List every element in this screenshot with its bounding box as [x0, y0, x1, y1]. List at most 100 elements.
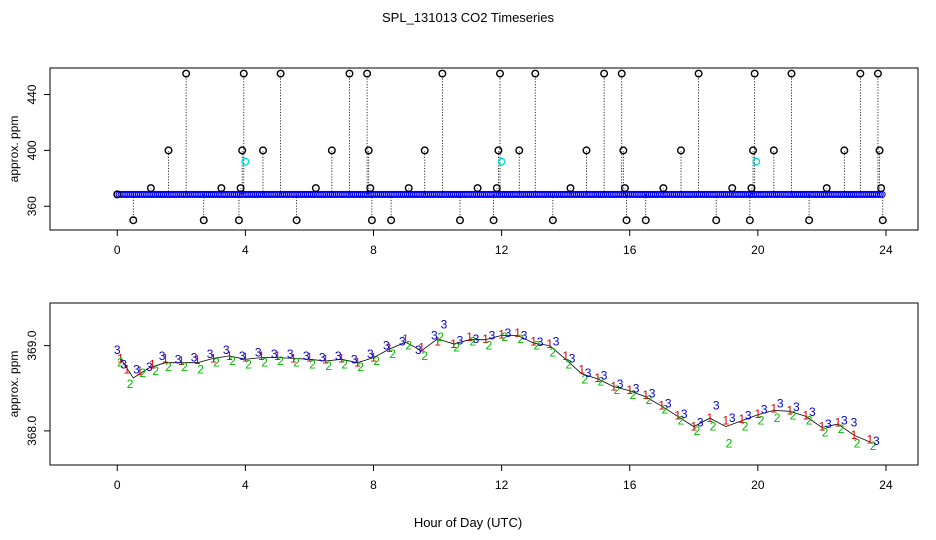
- series-3-marker: 3: [681, 407, 688, 421]
- series-2-marker: 2: [838, 422, 845, 436]
- x-tick-label: 12: [495, 243, 509, 257]
- calibration-ring: [822, 184, 831, 193]
- calibration-ring: [164, 146, 173, 155]
- series-2-marker: 2: [662, 403, 669, 417]
- x-tick-label: 4: [242, 243, 249, 257]
- y-axis-label: approx. ppm: [7, 351, 21, 418]
- series-2-marker: 2: [854, 437, 861, 451]
- calibration-ring: [582, 146, 591, 155]
- calibration-ring: [712, 216, 721, 225]
- series-1-marker: 1: [290, 351, 297, 365]
- x-tick-label: 20: [751, 478, 765, 492]
- x-tick-label: 20: [751, 243, 765, 257]
- series-3-marker: 3: [175, 352, 182, 366]
- series-3-marker: 3: [489, 328, 496, 342]
- figure-title: SPL_131013 CO2 Timeseries: [382, 10, 554, 25]
- y-tick-label: 368.0: [25, 416, 39, 446]
- series-3-marker: 3: [441, 317, 448, 331]
- series-3-marker: 3: [745, 409, 752, 423]
- series-2-marker: 2: [742, 420, 749, 434]
- calibration-ring: [620, 184, 629, 193]
- series-3-marker: 3: [521, 328, 528, 342]
- series-2-marker: 2: [469, 334, 476, 348]
- y-tick-label: 369.0: [25, 330, 39, 360]
- series-3-marker: 3: [383, 339, 390, 353]
- y-tick-label: 440: [25, 84, 39, 104]
- series-1-marker: 1: [386, 341, 393, 355]
- series-2-marker: 2: [517, 332, 524, 346]
- calibration-ring: [659, 184, 668, 193]
- calibration-ring: [617, 69, 626, 78]
- series-2-marker: 2: [309, 357, 316, 371]
- series-1-marker: 1: [626, 383, 633, 397]
- series-2-marker: 2: [341, 357, 348, 371]
- series-line: [120, 335, 871, 443]
- series-3-marker: 3: [120, 357, 127, 371]
- series-2-marker: 2: [534, 339, 541, 353]
- calibration-ring: [199, 216, 208, 225]
- series-1-marker: 1: [178, 354, 185, 368]
- calibration-ring: [489, 216, 498, 225]
- series-1-marker: 1: [787, 403, 794, 417]
- calibration-ring: [566, 184, 575, 193]
- calibration-ring: [749, 146, 758, 155]
- series-2-marker: 2: [646, 393, 653, 407]
- series-2-marker: 2: [598, 374, 605, 388]
- series-1-marker: 1: [210, 351, 217, 365]
- calibration-ring: [694, 69, 703, 78]
- series-2-marker: 2: [213, 356, 220, 370]
- series-2-marker: 2: [678, 414, 685, 428]
- series-2-marker: 2: [582, 373, 589, 387]
- calibration-ring: [420, 146, 429, 155]
- calibration-ring: [182, 69, 191, 78]
- series-2-marker: 2: [614, 383, 621, 397]
- x-tick-label: 0: [114, 243, 121, 257]
- calibration-ring: [728, 184, 737, 193]
- series-3-marker: 3: [665, 397, 672, 411]
- calibration-ring: [234, 216, 243, 225]
- series-2-marker: 2: [774, 411, 781, 425]
- series-1-marker: 1: [149, 357, 156, 371]
- plot-frame: [49, 67, 919, 231]
- series-3-marker: 3: [303, 349, 310, 363]
- series-2-marker: 2: [726, 437, 733, 451]
- series-3-marker: 3: [146, 360, 153, 374]
- calibration-ring: [492, 184, 501, 193]
- series-3-marker: 3: [601, 368, 608, 382]
- calibration-ring: [438, 69, 447, 78]
- series-1-marker: 1: [498, 328, 505, 342]
- series-2-marker: 2: [357, 360, 364, 374]
- calibration-ring: [873, 69, 882, 78]
- series-3-marker: 3: [713, 398, 720, 412]
- calibration-ring: [494, 146, 503, 155]
- series-2-marker: 2: [806, 414, 813, 428]
- plot-frame: [49, 302, 919, 466]
- series-2-marker: 2: [453, 340, 460, 354]
- series-2-marker: 2: [790, 409, 797, 423]
- series-2-marker: 2: [485, 339, 492, 353]
- x-tick-label: 16: [623, 243, 637, 257]
- series-1-marker: 1: [117, 351, 124, 365]
- calibration-ring: [856, 69, 865, 78]
- series-3-marker: 3: [633, 381, 640, 395]
- series-1-marker: 1: [370, 351, 377, 365]
- series-3-marker: 3: [159, 349, 166, 363]
- reference-ring: [752, 157, 761, 166]
- calibration-ring: [515, 146, 524, 155]
- calibration-ring: [750, 69, 759, 78]
- series-3-marker: 3: [617, 377, 624, 391]
- series-1-marker: 1: [690, 420, 697, 434]
- calibration-ring: [276, 69, 285, 78]
- series-1-marker: 1: [402, 332, 409, 346]
- series-3-marker: 3: [319, 351, 326, 365]
- series-1-marker: 1: [354, 356, 361, 370]
- series-2-marker: 2: [405, 339, 412, 353]
- x-axis-label: Hour of Day (UTC): [413, 515, 523, 530]
- series-2-marker: 2: [694, 424, 701, 438]
- calibration-ring: [473, 184, 482, 193]
- series-3-marker: 3: [351, 352, 358, 366]
- series-3-marker: 3: [255, 345, 262, 359]
- calibration-ring: [745, 216, 754, 225]
- calibration-ring: [600, 69, 609, 78]
